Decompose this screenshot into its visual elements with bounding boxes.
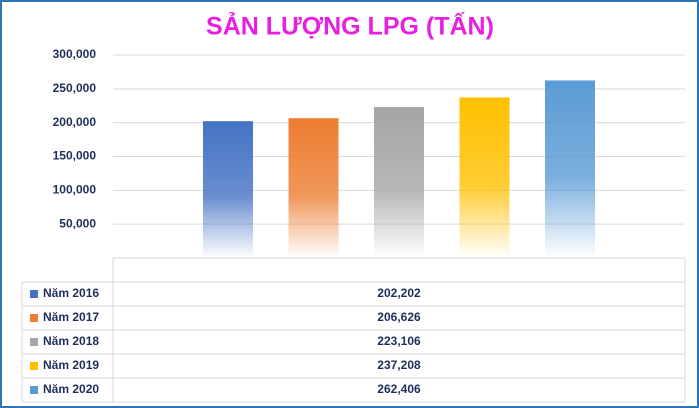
- y-tick-label: 200,000: [53, 115, 97, 129]
- bar: [459, 97, 510, 258]
- legend-label: Năm 2016: [43, 286, 99, 300]
- legend-label: Năm 2018: [43, 334, 99, 348]
- chart-title: SẢN LƯỢNG LPG (TẤN): [206, 11, 494, 41]
- legend-key: [30, 338, 38, 346]
- bar: [288, 118, 339, 258]
- legend-key: [30, 290, 38, 298]
- data-table-value: 206,626: [377, 310, 421, 324]
- bar: [203, 121, 253, 259]
- legend-label: Năm 2020: [43, 382, 99, 396]
- y-tick-label: 250,000: [53, 81, 97, 95]
- legend-key: [30, 314, 38, 322]
- legend-label: Năm 2017: [43, 310, 99, 324]
- legend-key: [30, 362, 38, 370]
- data-table-value: 237,208: [377, 358, 421, 372]
- legend-label: Năm 2019: [43, 358, 99, 372]
- y-tick-label: 300,000: [53, 47, 97, 61]
- legend-key: [30, 386, 38, 394]
- data-table-value: 202,202: [377, 286, 421, 300]
- y-tick-label: 100,000: [53, 183, 97, 197]
- y-tick-label: 150,000: [53, 149, 97, 163]
- data-table-value: 223,106: [377, 334, 421, 348]
- bar: [545, 80, 595, 259]
- y-tick-label: 50,000: [59, 216, 96, 230]
- bar: [374, 107, 424, 258]
- data-table-value: 262,406: [377, 382, 421, 396]
